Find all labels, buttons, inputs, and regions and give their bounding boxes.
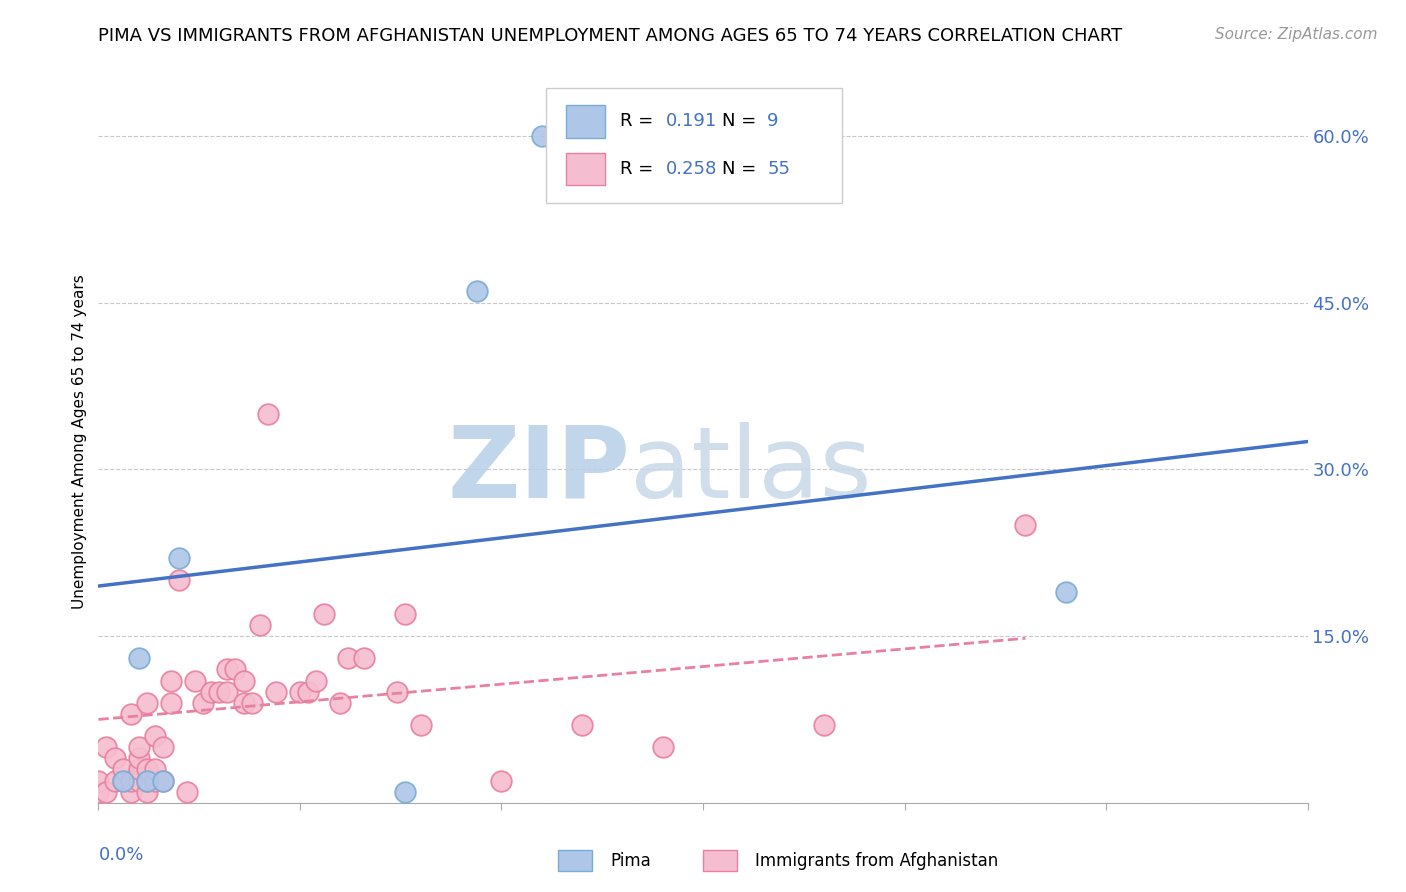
Text: PIMA VS IMMIGRANTS FROM AFGHANISTAN UNEMPLOYMENT AMONG AGES 65 TO 74 YEARS CORRE: PIMA VS IMMIGRANTS FROM AFGHANISTAN UNEM…: [98, 27, 1122, 45]
Point: [256, 407, 278, 421]
Text: 0.258: 0.258: [665, 161, 717, 178]
Point: [193, 696, 215, 710]
Point: [103, 773, 125, 788]
Point: [409, 718, 432, 732]
Bar: [567, 105, 605, 137]
Bar: [703, 850, 737, 871]
Point: [167, 574, 190, 588]
Point: [385, 684, 408, 698]
Y-axis label: Unemployment Among Ages 65 to 74 years: Unemployment Among Ages 65 to 74 years: [72, 274, 87, 609]
Point: [111, 763, 134, 777]
Point: [176, 785, 198, 799]
Point: [128, 651, 150, 665]
Point: [394, 607, 416, 621]
Point: [208, 684, 231, 698]
Text: 9: 9: [768, 112, 779, 130]
Point: [184, 673, 207, 688]
Point: [200, 684, 222, 698]
Point: [111, 773, 134, 788]
Point: [143, 773, 166, 788]
Text: 0.191: 0.191: [665, 112, 717, 130]
Point: [128, 773, 150, 788]
Point: [128, 763, 150, 777]
Point: [571, 718, 593, 732]
Text: N =: N =: [723, 161, 762, 178]
Point: [120, 785, 142, 799]
Point: [297, 684, 319, 698]
Point: [103, 751, 125, 765]
Point: [491, 773, 513, 788]
Point: [314, 607, 336, 621]
Point: [1014, 517, 1036, 532]
Point: [152, 740, 174, 755]
Point: [135, 785, 157, 799]
Text: Immigrants from Afghanistan: Immigrants from Afghanistan: [755, 852, 998, 870]
Point: [135, 773, 157, 788]
Point: [111, 773, 134, 788]
Point: [96, 740, 118, 755]
Point: [135, 773, 157, 788]
Point: [240, 696, 263, 710]
Point: [353, 651, 375, 665]
Point: [217, 684, 239, 698]
Point: [264, 684, 287, 698]
Point: [232, 673, 254, 688]
Point: [337, 651, 360, 665]
Point: [224, 662, 246, 676]
Text: 55: 55: [768, 161, 790, 178]
Text: Source: ZipAtlas.com: Source: ZipAtlas.com: [1215, 27, 1378, 42]
Point: [152, 773, 174, 788]
Point: [152, 773, 174, 788]
Point: [329, 696, 352, 710]
Text: N =: N =: [723, 112, 762, 130]
Point: [120, 706, 142, 721]
Point: [87, 785, 110, 799]
Bar: [558, 850, 592, 871]
Point: [394, 785, 416, 799]
Point: [813, 718, 835, 732]
Point: [120, 773, 142, 788]
Point: [160, 696, 183, 710]
Point: [530, 128, 553, 143]
Point: [232, 696, 254, 710]
Point: [135, 696, 157, 710]
Text: atlas: atlas: [630, 422, 872, 519]
Point: [143, 763, 166, 777]
Bar: [567, 153, 605, 186]
FancyBboxPatch shape: [546, 87, 842, 203]
Point: [96, 785, 118, 799]
Point: [160, 673, 183, 688]
Point: [143, 729, 166, 743]
Point: [135, 763, 157, 777]
Text: 0.0%: 0.0%: [98, 847, 143, 864]
Text: R =: R =: [620, 112, 658, 130]
Point: [128, 751, 150, 765]
Point: [465, 285, 488, 299]
Point: [217, 662, 239, 676]
Point: [288, 684, 311, 698]
Point: [1054, 584, 1077, 599]
Point: [651, 740, 673, 755]
Point: [128, 740, 150, 755]
Text: R =: R =: [620, 161, 658, 178]
Point: [305, 673, 328, 688]
Point: [249, 618, 271, 632]
Point: [87, 773, 110, 788]
Text: Pima: Pima: [610, 852, 651, 870]
Point: [167, 551, 190, 566]
Text: ZIP: ZIP: [447, 422, 630, 519]
